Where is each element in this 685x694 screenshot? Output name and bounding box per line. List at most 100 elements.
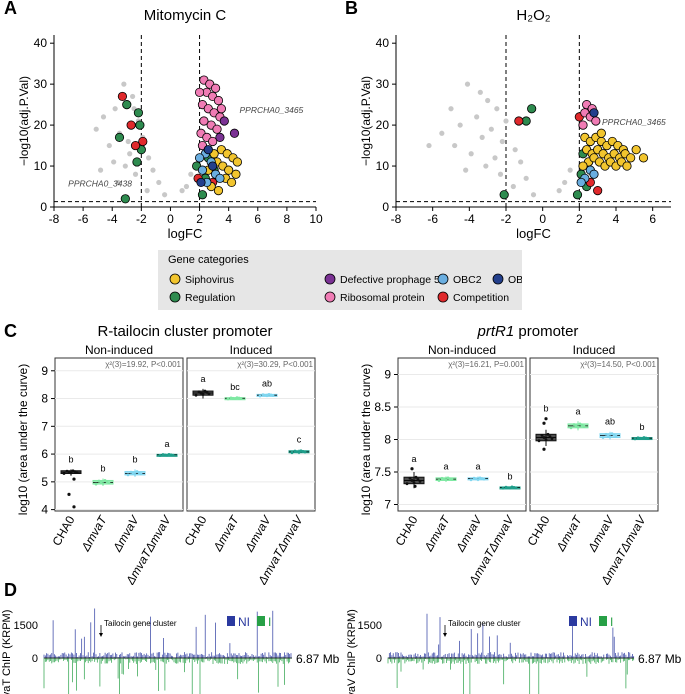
panel-letter-a: A [4,0,17,18]
legend-label: NI [580,615,592,629]
x-tick-label: ΔmvaT [78,512,110,554]
point-regulation [527,104,537,114]
point-siphovirus [224,165,234,175]
box-point [501,486,505,490]
point-grey [457,122,463,128]
x-tick-label: CHA0 [524,513,552,548]
point-grey [146,155,152,161]
point-grey [510,183,516,190]
box-point [636,436,640,440]
legend: Gene categories Siphovirus Defective prop… [158,250,522,310]
point-grey [112,106,118,112]
annotation-label: Tailocin gene cluster [104,619,177,628]
box-outlier [544,417,548,421]
annotation-arrowhead [443,633,447,637]
point-grey [448,106,454,112]
x-tick-label: ΔmvaT [553,512,585,554]
box-point [550,437,554,441]
significance-letter: bc [230,382,240,392]
legend-swatch-defective_prophage [324,273,336,285]
point-grey [106,142,112,149]
point-siphovirus [231,169,241,179]
legend-swatch-i [257,616,265,626]
box-point [258,394,262,398]
point-grey [492,155,498,161]
point-competition [117,91,128,102]
box-point [540,433,544,437]
facet-frame [54,357,184,512]
point-grey [93,126,99,132]
annotation-arrowhead [99,633,103,637]
box-point [548,435,552,438]
legend-label: Defective prophage 5 [340,274,440,286]
point-siphovirus [596,128,606,138]
point-siphovirus [631,145,641,155]
x-tick-label: 6 [254,212,261,226]
y-tick-label: 7 [384,498,391,512]
x-tick-label: ΔmvaT [210,512,242,554]
point-obc3 [589,108,599,118]
box-point [569,426,573,430]
box-point [572,423,576,426]
box-point [103,479,107,482]
x-tick-label: -6 [427,212,438,226]
box-point [197,390,201,394]
box-point [267,392,271,396]
box-outlier [67,492,71,496]
y-tick-label: 20 [376,118,390,132]
genome-end-label: 6.87 Mb [296,652,340,666]
legend-label: Regulation [185,292,235,304]
point-obc2 [576,177,586,188]
point-grey [463,167,469,173]
y-tick-label: 0 [40,200,47,214]
box-point [582,425,586,428]
box-point [97,479,101,483]
point-grey [567,167,573,173]
box-point [418,480,422,483]
box-point [226,397,230,401]
point-grey [150,167,156,173]
point-siphovirus [232,157,242,167]
box-point [578,422,582,426]
point-obc2 [197,165,208,175]
box-point [504,485,508,489]
x-tick-label: ΔmvaV [585,513,617,555]
box-point [229,396,233,400]
box-point [203,389,207,393]
box-point [62,472,66,475]
point-ribosomal [213,95,224,106]
point-siphovirus [213,186,224,196]
x-tick-label: CHA0 [49,513,77,548]
point-grey [132,171,139,177]
point-siphovirus [638,153,649,163]
x-tick-label: -2 [501,212,512,226]
facet-frame [186,357,316,512]
point-grey [188,171,194,177]
point-competition [126,120,136,130]
point-siphovirus [622,161,632,171]
point-regulation [132,157,142,167]
y-tick-label: 0 [376,653,382,665]
point-grey [494,106,500,112]
point-ribosomal [194,87,205,97]
point-siphovirus [626,153,636,163]
point-grey [183,183,190,190]
point-grey [125,138,131,145]
x-tick-label: 10 [309,212,323,226]
y-tick-label: 10 [34,159,48,173]
y-axis-label: −log10(adj.P.Val) [359,76,373,166]
point-obc2 [215,173,225,183]
x-tick-label: 0 [167,212,174,226]
plot-title: H₂O₂ [516,7,550,24]
legend-swatch-ni [227,616,235,626]
y-tick-label: 20 [34,118,48,132]
point-regulation [133,108,144,118]
significance-letter: b [543,404,548,414]
genome-end-label: 6.87 Mb [638,652,682,666]
legend-label: OBC2 [453,274,482,286]
box-point [129,470,133,474]
plot-title-main: R-tailocin cluster promoter [97,323,272,340]
box-point [469,478,473,482]
box-point [440,476,444,480]
box-point [194,393,198,397]
